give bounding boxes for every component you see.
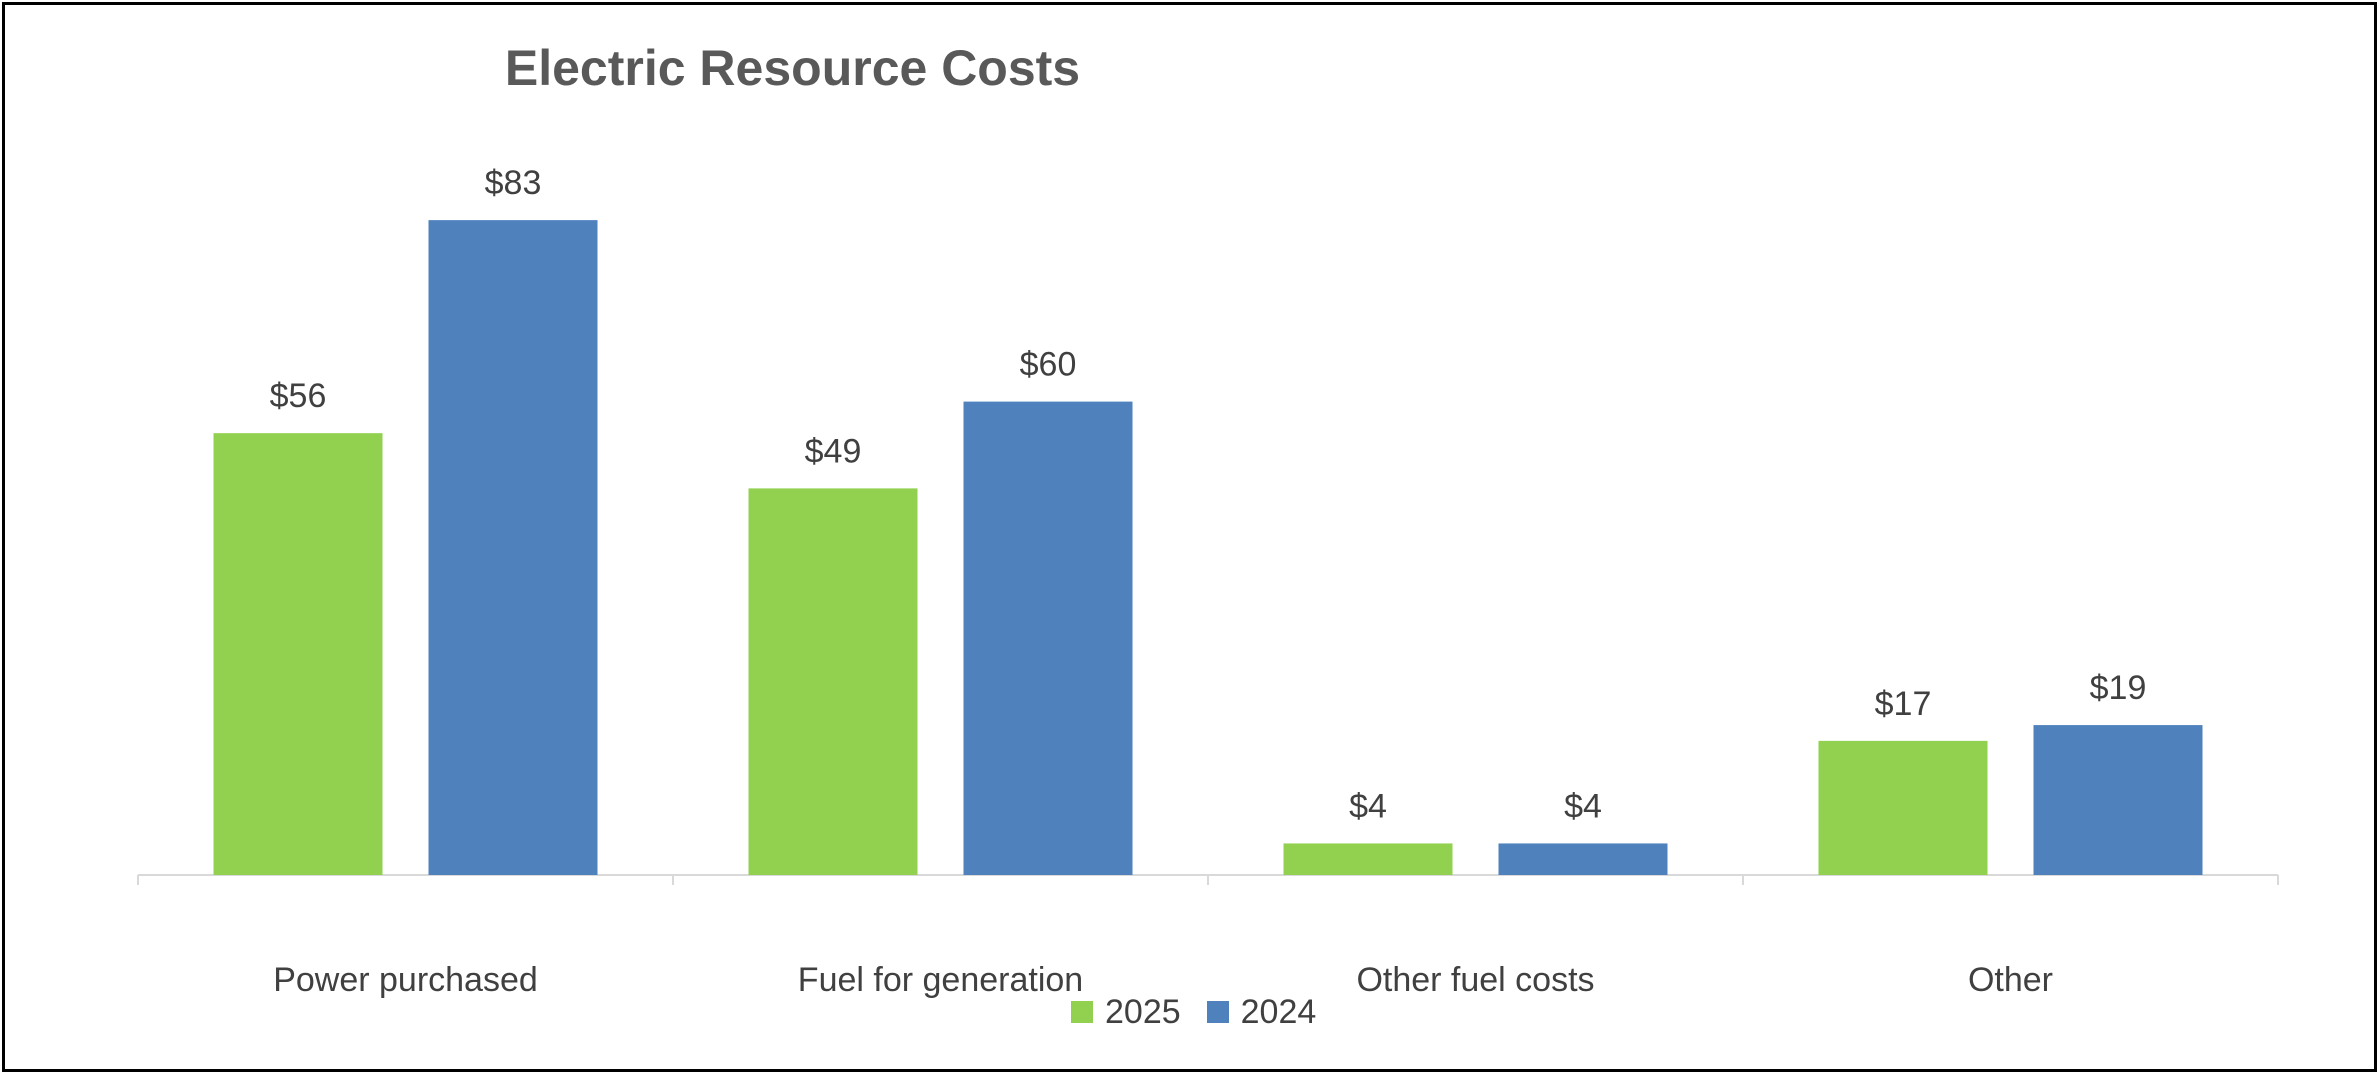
legend-item-2025: 2025 xyxy=(1071,993,1181,1032)
category-label-3: Other xyxy=(1968,961,2053,999)
legend: 2025 2024 xyxy=(1071,987,1316,1037)
legend-label-2024: 2024 xyxy=(1240,992,1317,1031)
legend-swatch-2025 xyxy=(1071,1001,1093,1023)
legend-swatch-2024 xyxy=(1206,1001,1229,1023)
data-label-2024-3: $19 xyxy=(2090,669,2147,707)
data-label-2024-2: $4 xyxy=(1564,787,1602,825)
bar-2024-1 xyxy=(963,401,1133,875)
category-label-0: Power purchased xyxy=(273,961,538,999)
data-label-2025-0: $56 xyxy=(270,377,327,415)
bar-2025-1 xyxy=(748,488,918,875)
data-label-2024-1: $60 xyxy=(1020,346,1077,384)
bar-2024-2 xyxy=(1498,843,1668,875)
bar-2025-3 xyxy=(1818,740,1988,875)
bar-chart: $56 $83 $49 $60 $4 $4 $17 $19 Power purchased Fu… xyxy=(137,164,2279,999)
data-label-2025-2: $4 xyxy=(1349,787,1387,825)
category-label-2: Other fuel costs xyxy=(1356,961,1594,999)
bar-2024-0 xyxy=(428,220,598,875)
bar-2025-2 xyxy=(1283,843,1453,875)
bar-2024-3 xyxy=(2033,725,2203,875)
category-label-1: Fuel for generation xyxy=(798,961,1083,999)
data-label-2025-3: $17 xyxy=(1875,685,1932,723)
data-label-2025-1: $49 xyxy=(805,432,862,470)
legend-item-2024: 2024 xyxy=(1206,992,1317,1032)
legend-label-2025: 2025 xyxy=(1105,992,1181,1031)
bar-2025-0 xyxy=(213,433,383,875)
chart-title: Electric Resource Costs xyxy=(504,40,1081,96)
data-label-2024-0: $83 xyxy=(485,164,542,202)
